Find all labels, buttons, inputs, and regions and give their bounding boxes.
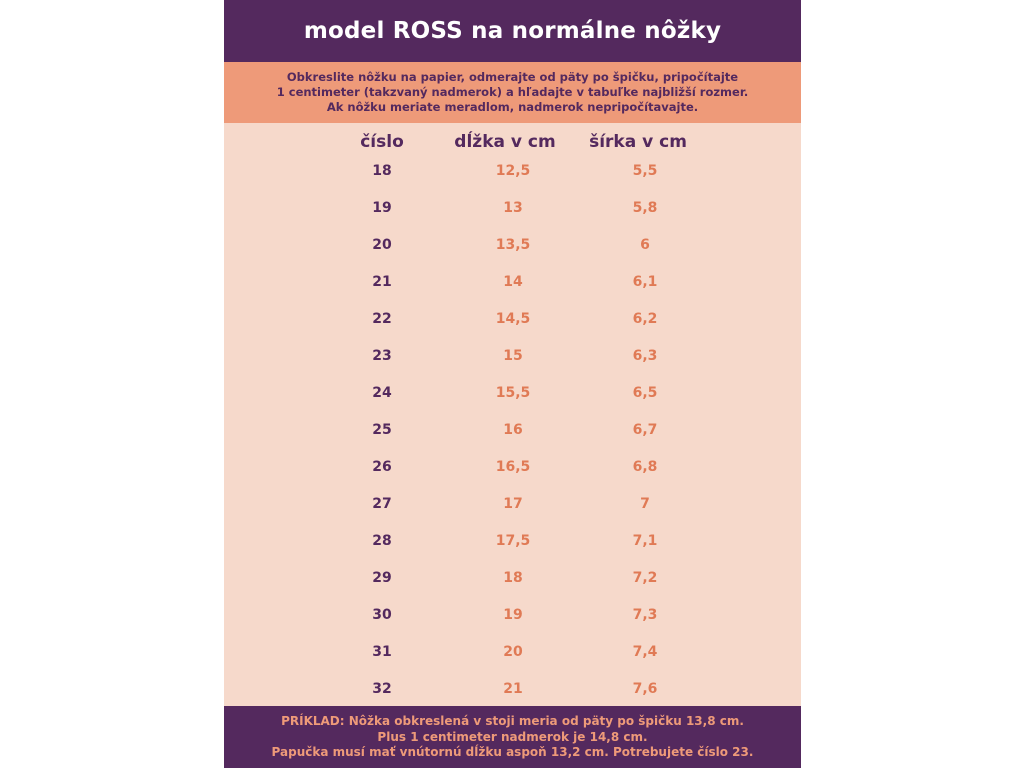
cell-size: 27: [372, 496, 392, 512]
example-line: PRÍKLAD: Nôžka obkreslená v stoji meria …: [281, 714, 744, 728]
column-header-width: šírka v cm: [589, 132, 687, 152]
table-row: 27 17 7: [224, 496, 801, 516]
cell-width: 7,1: [632, 533, 658, 549]
table-row: 20 13,5 6: [224, 237, 801, 257]
cell-length: 15: [503, 348, 523, 364]
cell-width: 6,5: [632, 385, 658, 401]
cell-size: 32: [372, 681, 392, 697]
table-row: 25 16 6,7: [224, 422, 801, 442]
cell-width: 6,1: [632, 274, 658, 290]
cell-size: 26: [372, 459, 392, 475]
table-row: 23 15 6,3: [224, 348, 801, 368]
cell-length: 13: [503, 200, 523, 216]
table-row: 29 18 7,2: [224, 570, 801, 590]
page-title: model ROSS na normálne nôžky: [224, 0, 801, 62]
cell-length: 20: [503, 644, 523, 660]
cell-length: 17,5: [495, 533, 531, 549]
cell-width: 5,8: [632, 200, 658, 216]
cell-width: 7,3: [632, 607, 658, 623]
cell-length: 21: [503, 681, 523, 697]
cell-length: 15,5: [495, 385, 531, 401]
table-row: 32 21 7,6: [224, 681, 801, 701]
cell-width: 6,7: [632, 422, 658, 438]
cell-length: 16,5: [495, 459, 531, 475]
example-line: Plus 1 centimeter nadmerok je 14,8 cm.: [377, 729, 648, 744]
table-row: 19 13 5,8: [224, 200, 801, 220]
cell-size: 21: [372, 274, 392, 290]
cell-length: 14: [503, 274, 523, 290]
cell-width: 5,5: [632, 163, 658, 179]
cell-size: 31: [372, 644, 392, 660]
table-row: 21 14 6,1: [224, 274, 801, 294]
table-row: 30 19 7,3: [224, 607, 801, 627]
cell-size: 22: [372, 311, 392, 327]
cell-size: 28: [372, 533, 392, 549]
cell-size: 24: [372, 385, 392, 401]
cell-length: 12,5: [495, 163, 531, 179]
cell-width: 6,3: [632, 348, 658, 364]
cell-length: 13,5: [495, 237, 531, 253]
column-header-length: dĺžka v cm: [454, 132, 556, 152]
instructions-band: Obkreslite nôžku na papier, odmerajte od…: [224, 62, 801, 123]
cell-size: 23: [372, 348, 392, 364]
cell-size: 30: [372, 607, 392, 623]
cell-width: 7,2: [632, 570, 658, 586]
size-chart-sheet: model ROSS na normálne nôžky Obkreslite …: [224, 0, 801, 768]
table-row: 18 12,5 5,5: [224, 163, 801, 183]
cell-width: 6,2: [632, 311, 658, 327]
table-row: 22 14,5 6,2: [224, 311, 801, 331]
table-row: 31 20 7,4: [224, 644, 801, 664]
example-line: Papučka musí mať vnútornú dĺžku aspoň 13…: [271, 745, 754, 759]
cell-size: 20: [372, 237, 392, 253]
table-row: 24 15,5 6,5: [224, 385, 801, 405]
cell-width: 7,6: [632, 681, 658, 697]
column-header-size: číslo: [360, 132, 404, 152]
cell-size: 19: [372, 200, 392, 216]
instructions-line: Obkreslite nôžku na papier, odmerajte od…: [286, 70, 739, 84]
instructions-line: Ak nôžku meriate meradlom, nadmerok nepr…: [326, 100, 699, 114]
cell-size: 18: [372, 163, 392, 179]
cell-width: 6: [640, 237, 650, 253]
cell-size: 29: [372, 570, 392, 586]
cell-length: 19: [503, 607, 523, 623]
cell-length: 18: [503, 570, 523, 586]
cell-width: 7,4: [632, 644, 658, 660]
cell-length: 16: [503, 422, 523, 438]
cell-length: 14,5: [495, 311, 531, 327]
example-footer: PRÍKLAD: Nôžka obkreslená v stoji meria …: [224, 706, 801, 768]
table-row: 28 17,5 7,1: [224, 533, 801, 553]
instructions-line: 1 centimeter (takzvaný nadmerok) a hľada…: [276, 85, 749, 99]
table-row: 26 16,5 6,8: [224, 459, 801, 479]
cell-width: 7: [640, 496, 650, 512]
cell-size: 25: [372, 422, 392, 438]
cell-width: 6,8: [632, 459, 658, 475]
cell-length: 17: [503, 496, 523, 512]
